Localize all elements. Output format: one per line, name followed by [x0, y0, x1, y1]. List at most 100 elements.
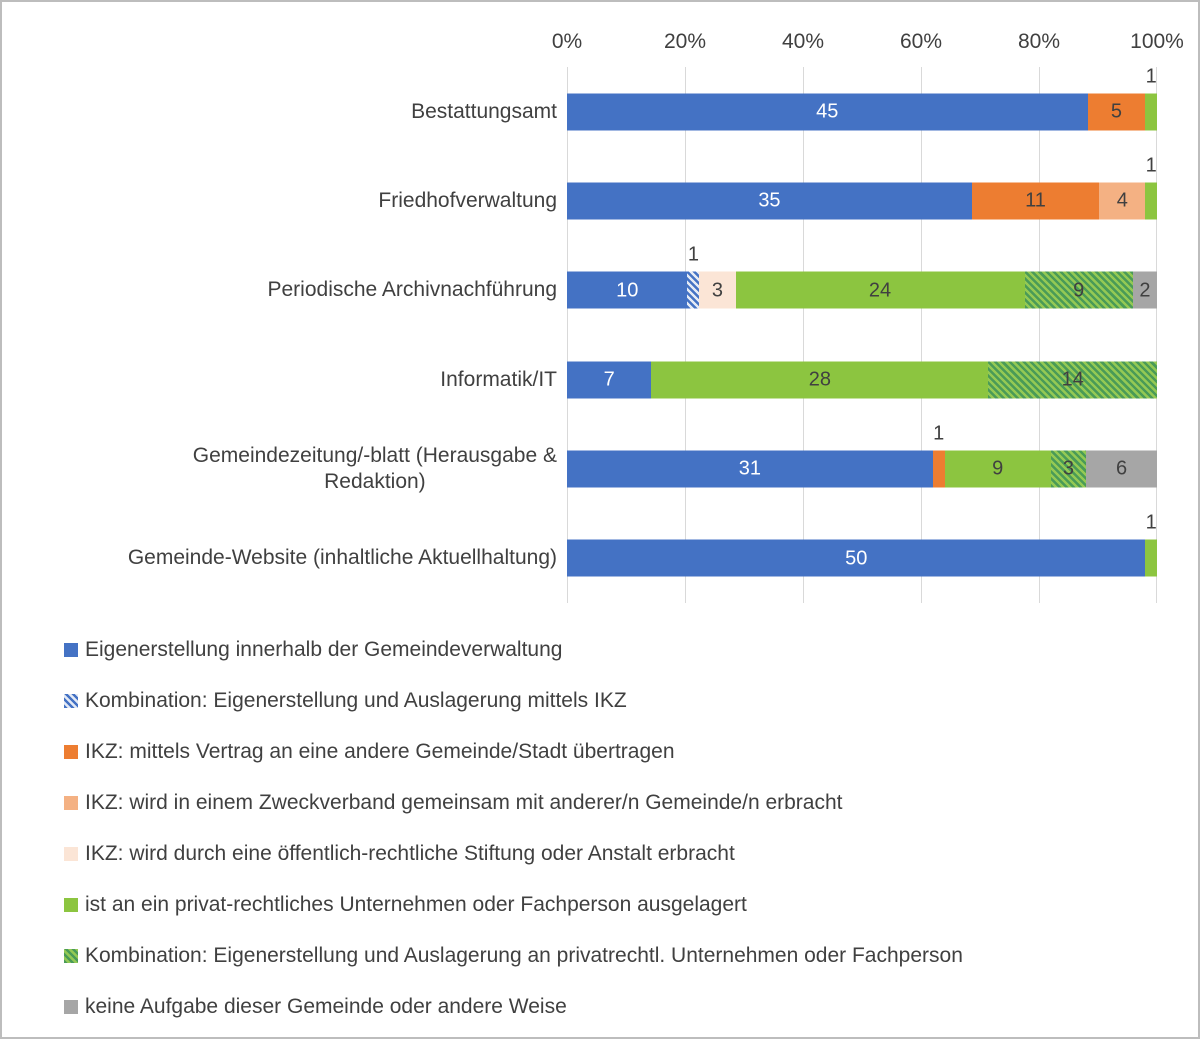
bar-segment-eigen: 31 [567, 450, 933, 488]
bar-value-label: 28 [808, 368, 831, 391]
bar-value-label: 35 [758, 189, 781, 212]
bar-segment-eigen: 50 [567, 539, 1146, 577]
legend-label: Kombination: Eigenerstellung und Auslage… [85, 689, 627, 712]
category-label-text: Bestattungsamt [411, 99, 557, 123]
bar-segment-komb_ikz: 1 [687, 244, 700, 309]
legend-label: keine Aufgabe dieser Gemeinde oder ander… [85, 995, 567, 1018]
x-axis-tick-label: 100% [1130, 30, 1184, 53]
stacked-bar: 50 1 [567, 512, 1157, 577]
bar-value-label: 3 [711, 279, 724, 302]
legend-label: IKZ: wird in einem Zweckverband gemeinsa… [85, 791, 843, 814]
legend-item-eigen: Eigenerstellung innerhalb der Gemeindeve… [64, 638, 963, 662]
legend-item-privat: ist an ein privat-rechtliches Unternehme… [64, 893, 963, 917]
bar-value-label: 45 [816, 100, 839, 123]
legend-item-komb_privat: Kombination: Eigenerstellung und Auslage… [64, 944, 963, 968]
gridline [1039, 67, 1040, 603]
category-label: Friedhofverwaltung [10, 156, 557, 245]
bar-segment-komb_privat: 14 [988, 361, 1157, 399]
legend-swatch-privat [64, 898, 78, 912]
gridline [567, 67, 568, 603]
stacked-bar: 7 28 14 [567, 361, 1157, 399]
bar-value-label: 6 [1116, 457, 1128, 480]
legend-swatch-keine [64, 1000, 78, 1014]
bar-segment-ikz_zweck: 4 [1099, 182, 1146, 220]
bar-value-label: 14 [1061, 368, 1084, 391]
stacked-bar: 45 5 1 [567, 65, 1157, 131]
bar-row: 31 1 9 3 6 [567, 422, 1157, 513]
legend-item-ikz_zweck: IKZ: wird in einem Zweckverband gemeinsa… [64, 791, 963, 815]
bar-segment-privat: 24 [735, 271, 1025, 309]
bar-segment-ikz_vertrag: 1 [932, 422, 945, 488]
legend-swatch-ikz_zweck [64, 796, 78, 810]
category-label: Gemeinde-Website (inhaltliche Aktuellhal… [10, 514, 557, 603]
bar-value-label: 1 [687, 243, 699, 266]
bar-segment-privat: 1 [1145, 65, 1157, 131]
gridline [685, 67, 686, 603]
legend-swatch-eigen [64, 643, 78, 657]
category-label: Gemeindezeitung/-blatt (Herausgabe & Red… [10, 424, 557, 513]
bar-value-label: 3 [1062, 457, 1075, 480]
x-axis-tick-label: 0% [551, 30, 583, 53]
legend-label: Kombination: Eigenerstellung und Auslage… [85, 944, 963, 967]
bar-segment-eigen: 35 [567, 182, 972, 220]
bar-value-label: 11 [1025, 189, 1046, 212]
bar-value-label: 9 [1073, 279, 1085, 302]
category-label: Periodische Archivnachführung [10, 246, 557, 335]
legend-swatch-komb_privat [64, 949, 78, 963]
category-label: Informatik/IT [10, 335, 557, 424]
x-axis-tick-label: 80% [1017, 30, 1061, 53]
stacked-bar: 31 1 9 3 6 [567, 422, 1157, 488]
bar-segment-ikz_vertrag: 11 [971, 182, 1100, 220]
bar-segment-privat: 28 [651, 361, 989, 399]
bar-value-label: 1 [1145, 154, 1157, 177]
legend-label: Eigenerstellung innerhalb der Gemeindeve… [85, 638, 563, 661]
legend-label: IKZ: mittels Vertrag an eine andere Geme… [85, 740, 675, 763]
legend-label: IKZ: wird durch eine öffentlich-rechtlic… [85, 842, 735, 865]
legend-item-ikz_stiftung: IKZ: wird durch eine öffentlich-rechtlic… [64, 842, 963, 866]
legend-label: ist an ein privat-rechtliches Unternehme… [85, 893, 747, 916]
bar-segment-eigen: 10 [567, 271, 688, 309]
plot-area: 45 5 1 35 11 4 1 10 1 3 24 9 2 7 28 14 31 1 9 3 6 50 1 [567, 65, 1157, 603]
bar-segment-ikz_vertrag: 5 [1087, 93, 1146, 131]
bar-segment-komb_privat: 3 [1050, 450, 1087, 488]
legend-swatch-komb_ikz [64, 694, 78, 708]
legend-item-ikz_vertrag: IKZ: mittels Vertrag an eine andere Geme… [64, 740, 963, 764]
bar-row: 45 5 1 [567, 65, 1157, 156]
bar-value-label: 4 [1116, 189, 1128, 212]
category-label-text: Gemeindezeitung/-blatt (Herausgabe & Red… [192, 443, 557, 493]
gridline [1156, 67, 1157, 603]
bar-value-label: 1 [1145, 65, 1157, 88]
bar-row: 10 1 3 24 9 2 [567, 244, 1157, 335]
bar-value-label: 24 [868, 279, 892, 302]
x-axis-tick-label: 40% [781, 30, 825, 53]
bar-value-label: 2 [1139, 279, 1151, 302]
bar-segment-ikz_stiftung: 3 [699, 271, 736, 309]
bar-segment-eigen: 45 [567, 93, 1088, 131]
bar-segment-keine: 2 [1132, 271, 1157, 309]
bar-segment-privat: 1 [1145, 154, 1157, 220]
bar-value-label: 1 [933, 422, 945, 445]
bar-segment-keine: 6 [1086, 450, 1157, 488]
bar-value-label: 7 [603, 368, 615, 391]
legend-item-keine: keine Aufgabe dieser Gemeinde oder ander… [64, 995, 963, 1019]
gridline [921, 67, 922, 603]
chart-legend: Eigenerstellung innerhalb der Gemeindeve… [64, 638, 963, 1019]
category-label-text: Friedhofverwaltung [378, 188, 557, 212]
bar-segment-eigen: 7 [567, 361, 652, 399]
bar-segment-privat: 9 [944, 450, 1051, 488]
gridline [803, 67, 804, 603]
bar-value-label: 1 [1145, 511, 1157, 534]
bar-value-label: 31 [738, 457, 762, 480]
bar-segment-komb_privat: 9 [1024, 271, 1133, 309]
bar-value-label: 5 [1110, 100, 1123, 123]
category-label-text: Gemeinde-Website (inhaltliche Aktuellhal… [127, 546, 557, 570]
bar-value-label: 50 [845, 547, 868, 570]
x-axis-tick-label: 20% [663, 30, 707, 53]
bar-value-label: 9 [992, 457, 1004, 480]
legend-item-komb_ikz: Kombination: Eigenerstellung und Auslage… [64, 689, 963, 713]
stacked-bar: 35 11 4 1 [567, 154, 1157, 220]
stacked-bar: 10 1 3 24 9 2 [567, 244, 1157, 309]
bar-row: 35 11 4 1 [567, 154, 1157, 245]
bar-value-label: 10 [616, 279, 639, 302]
